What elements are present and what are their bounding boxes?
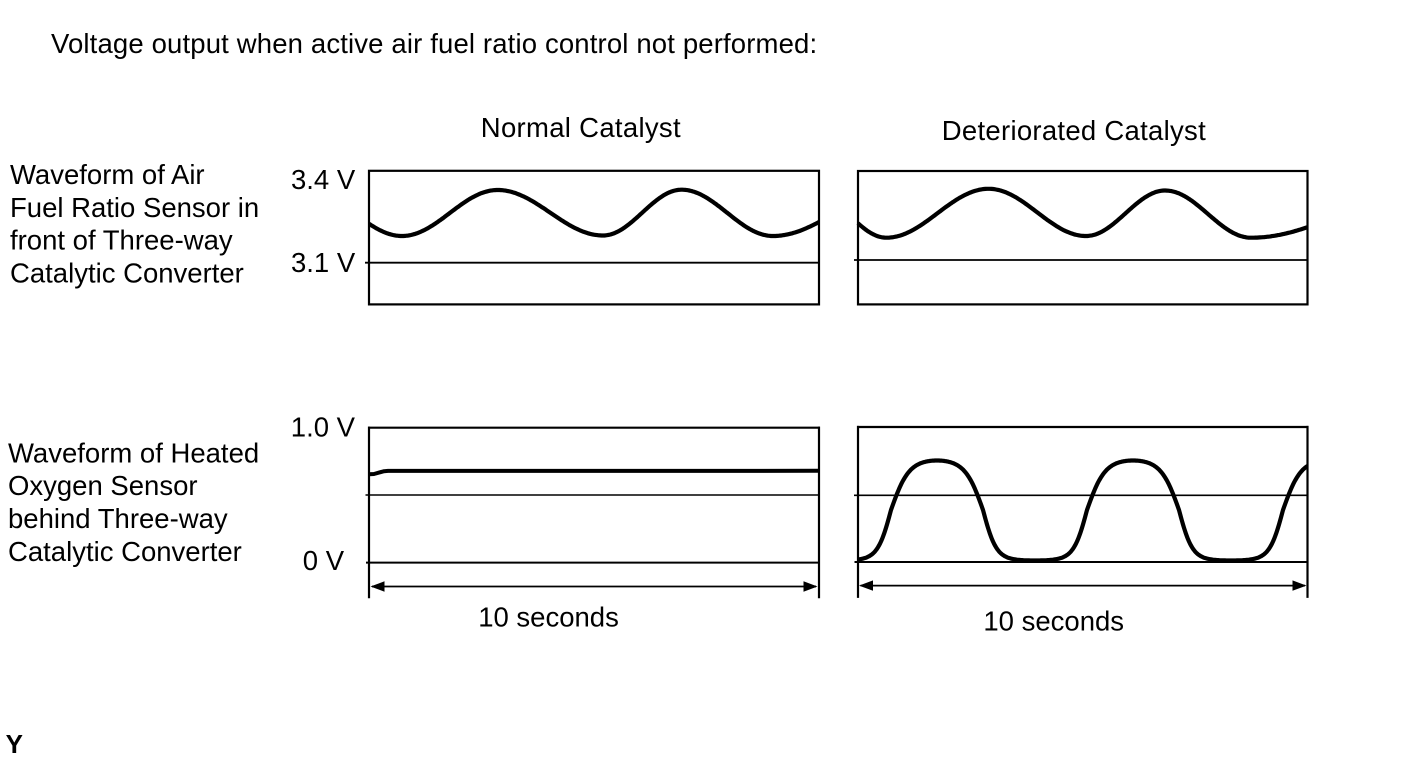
svg-text:Waveform of Heated: Waveform of Heated bbox=[8, 437, 259, 468]
svg-text:10 seconds: 10 seconds bbox=[478, 602, 619, 633]
svg-text:0 V: 0 V bbox=[303, 545, 345, 576]
svg-text:Oxygen Sensor: Oxygen Sensor bbox=[8, 470, 198, 501]
svg-text:3.4 V: 3.4 V bbox=[291, 164, 356, 195]
svg-text:Fuel Ratio Sensor in: Fuel Ratio Sensor in bbox=[10, 192, 259, 223]
svg-text:Catalytic Converter: Catalytic Converter bbox=[10, 257, 244, 288]
svg-text:behind Three-way: behind Three-way bbox=[8, 503, 228, 534]
svg-text:Catalytic Converter: Catalytic Converter bbox=[8, 536, 242, 567]
svg-text:Normal Catalyst: Normal Catalyst bbox=[481, 112, 681, 143]
svg-text:10 seconds: 10 seconds bbox=[983, 605, 1124, 636]
svg-text:3.1 V: 3.1 V bbox=[291, 247, 356, 278]
svg-text:Deteriorated Catalyst: Deteriorated Catalyst bbox=[942, 115, 1206, 146]
svg-text:Voltage output when active air: Voltage output when active air fuel rati… bbox=[51, 28, 817, 59]
svg-text:Waveform of Air: Waveform of Air bbox=[10, 159, 205, 190]
svg-text:front of Three-way: front of Three-way bbox=[10, 225, 233, 256]
svg-text:Y: Y bbox=[6, 729, 23, 759]
svg-text:1.0 V: 1.0 V bbox=[291, 412, 356, 443]
